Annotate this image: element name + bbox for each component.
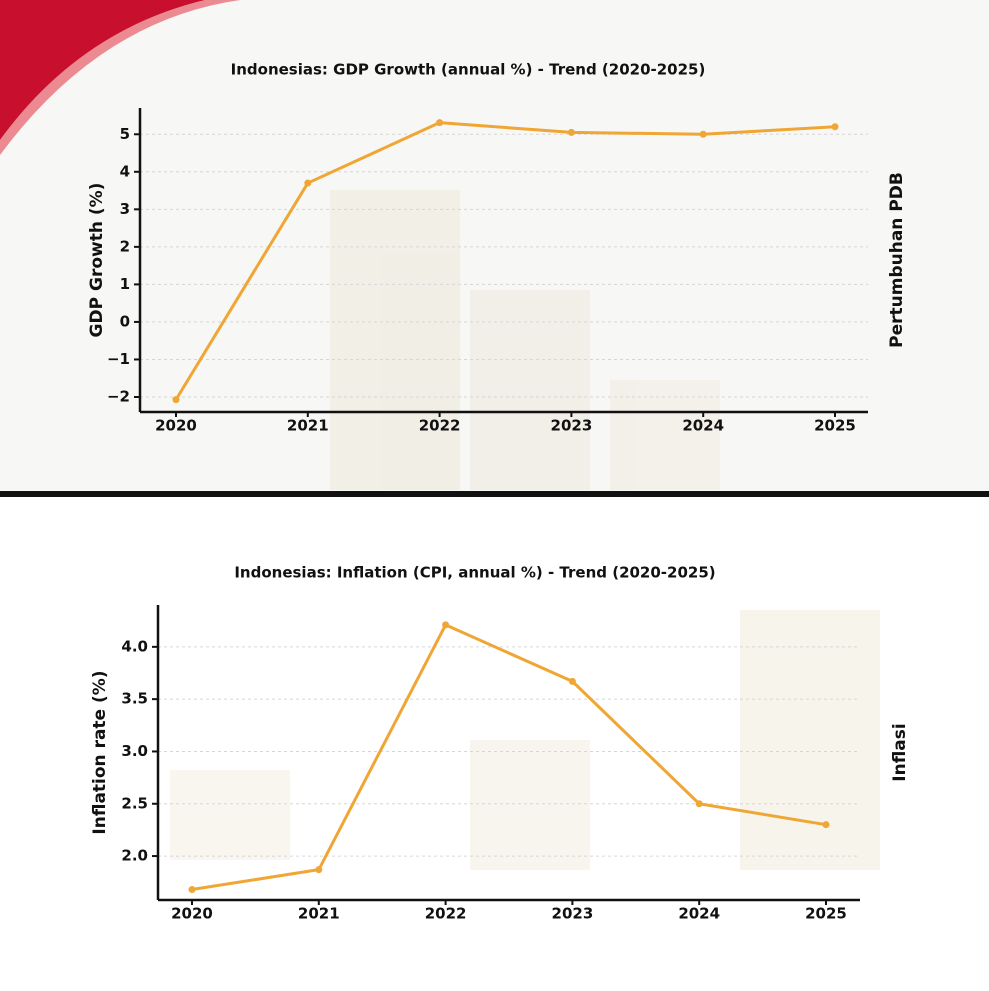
- x-tick-label: 2022: [419, 417, 461, 435]
- y-tick-label: 1: [120, 275, 130, 293]
- data-point: [831, 123, 839, 131]
- data-point: [442, 621, 450, 629]
- y-tick-label: 3.0: [121, 742, 148, 760]
- data-point: [436, 119, 444, 127]
- x-tick-label: 2023: [551, 417, 593, 435]
- y-tick-label: 0: [120, 312, 130, 330]
- x-tick-label: 2025: [814, 417, 856, 435]
- y-tick-label: 3: [120, 200, 130, 218]
- background-image: [170, 190, 880, 870]
- data-point: [822, 821, 830, 829]
- x-tick-label: 2025: [805, 905, 847, 923]
- y-tick-label: −2: [107, 387, 130, 405]
- y-tick-label: 4: [120, 162, 130, 180]
- y-tick-label: 2.5: [121, 794, 148, 812]
- chart-title: Indonesias: GDP Growth (annual %) - Tren…: [231, 61, 706, 79]
- x-tick-label: 2020: [155, 417, 197, 435]
- data-point: [699, 130, 707, 138]
- y-tick-label: 5: [120, 125, 130, 143]
- x-tick-label: 2024: [678, 905, 720, 923]
- x-tick-label: 2020: [171, 905, 213, 923]
- y-tick-label: 2: [120, 237, 130, 255]
- data-point: [304, 179, 312, 187]
- data-point: [568, 677, 576, 685]
- x-tick-label: 2021: [287, 417, 329, 435]
- x-tick-label: 2022: [425, 905, 467, 923]
- x-tick-label: 2021: [298, 905, 340, 923]
- y-tick-label: 2.0: [121, 847, 148, 865]
- data-point: [695, 800, 703, 808]
- chart-title: Indonesias: Inflation (CPI, annual %) - …: [234, 564, 715, 582]
- data-line: [174, 121, 836, 401]
- x-tick-label: 2024: [682, 417, 724, 435]
- x-tick-label: 2023: [552, 905, 594, 923]
- data-point: [315, 866, 323, 874]
- corner-decoration: [0, 0, 205, 140]
- separator: [0, 491, 989, 497]
- side-label: Pertumbuhan PDB: [887, 172, 907, 348]
- y-tick-label: −1: [107, 350, 130, 368]
- data-point: [188, 886, 196, 894]
- data-point: [567, 128, 575, 136]
- data-line: [191, 623, 827, 892]
- y-axis-label: Inflation rate (%): [90, 670, 110, 834]
- data-point: [172, 396, 180, 404]
- y-tick-label: 4.0: [121, 637, 148, 655]
- y-tick-label: 3.5: [121, 690, 148, 708]
- y-axis-label: GDP Growth (%): [87, 183, 107, 338]
- side-label: Inflasi: [890, 723, 910, 781]
